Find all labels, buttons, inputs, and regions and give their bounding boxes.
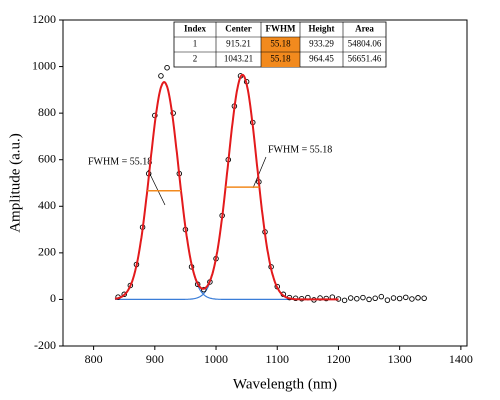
table-cell: 1043.21 [224,54,253,64]
data-point [421,295,427,302]
data-point [201,286,207,293]
y-tick-label: 400 [38,198,56,212]
data-point [384,297,391,303]
data-point [390,295,397,301]
annotation: FWHM = 55.18 [268,144,332,155]
table-cell: 54804.06 [348,39,382,49]
table-cell: 56651.46 [348,54,382,64]
table-header: FWHM [266,24,296,34]
data-point [378,293,385,300]
data-point [415,295,421,301]
data-point [341,297,348,304]
y-tick-label: 1000 [32,58,56,72]
y-axis-label: Amplitude (a.u.) [7,133,23,233]
table-cell: 915.21 [226,39,251,49]
y-tick-label: 600 [38,151,56,165]
x-tick-label: 1300 [388,352,412,366]
data-point [164,64,170,71]
table-cell: 1 [193,39,198,49]
table-cell: 964.45 [309,54,334,64]
data-point [372,295,378,302]
x-tick-label: 800 [85,352,103,366]
x-tick-label: 1400 [449,352,473,366]
y-tick-label: 0 [50,291,56,305]
data-point [403,294,409,301]
data-point [354,295,360,302]
x-axis-label: Wavelength (nm) [233,376,337,392]
y-tick-label: 1200 [32,12,56,26]
table-header: Center [225,24,252,34]
parameter-table: Index Center FWHM Height Area 1 915.21 55.18 933… [173,21,387,68]
table-cell: 55.18 [270,39,291,49]
table-header: Area [355,24,374,34]
x-tick-label: 1100 [265,352,289,366]
table-highlight [261,52,300,67]
data-point [121,291,127,298]
table-header: Index [184,24,207,34]
annotation-leader [252,156,267,189]
annotation-leader [147,169,166,206]
table-highlight [261,37,300,52]
data-point [366,296,372,303]
table-header: Height [309,24,335,34]
data-point [396,295,403,302]
data-point [409,296,415,302]
cumulative-fit [114,73,339,301]
plot-frame [62,19,468,347]
table-cell: 55.18 [270,54,291,64]
table-cell: 2 [193,54,198,64]
data-point [360,294,366,301]
x-tick-label: 900 [146,352,164,366]
y-tick-label: 200 [38,245,56,259]
table-cell: 933.29 [309,39,334,49]
x-tick-label: 1200 [326,352,350,366]
data-point [158,73,164,79]
annotation: FWHM = 55.18 [88,156,152,167]
y-tick-label: -200 [34,338,56,352]
y-tick-label: 800 [38,105,56,119]
x-tick-label: 1000 [204,352,228,366]
data-point [347,295,354,301]
